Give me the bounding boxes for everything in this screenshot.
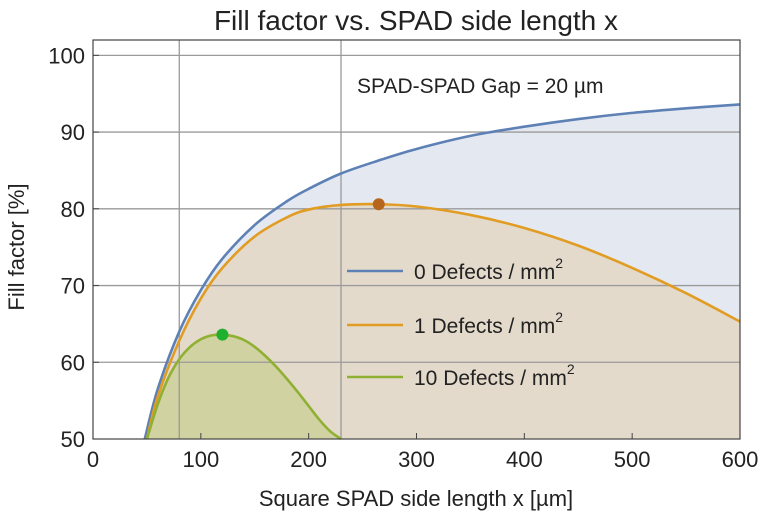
- x-axis-ticks: 0 100 200 300 400 500 600: [87, 433, 758, 472]
- marker-point-1: [216, 328, 229, 341]
- x-axis-label: Square SPAD side length x [µm]: [259, 486, 573, 511]
- series-line-2: [145, 333, 342, 441]
- legend-superscript-0: 2: [555, 255, 563, 271]
- series-fill-2: [146, 334, 342, 439]
- y-tick-label-3: 80: [61, 197, 85, 222]
- y-tick-label-2: 70: [61, 274, 85, 299]
- legend-superscript-1: 2: [555, 309, 563, 325]
- series-fill-1: [146, 204, 741, 439]
- x-tick-label-6: 600: [722, 447, 759, 472]
- markers: [216, 198, 385, 341]
- y-tick-label-4: 90: [61, 120, 85, 145]
- annotation-gap: SPAD-SPAD Gap = 20 µm: [357, 75, 604, 98]
- marker-point-0: [372, 198, 385, 211]
- series-fills: [144, 104, 741, 439]
- series-lines: [143, 103, 741, 441]
- x-tick-label-4: 400: [506, 447, 543, 472]
- chart-title: Fill factor vs. SPAD side length x: [214, 5, 618, 36]
- gridlines: [93, 40, 740, 439]
- x-tick-label-5: 500: [614, 447, 651, 472]
- series-line-0: [143, 103, 741, 440]
- legend-superscript-2: 2: [567, 361, 575, 377]
- y-tick-label-5: 100: [48, 43, 85, 68]
- series-line-1: [145, 202, 741, 440]
- x-tick-label-0: 0: [87, 447, 99, 472]
- y-tick-label-0: 50: [61, 427, 85, 452]
- x-tick-label-2: 200: [290, 447, 327, 472]
- y-axis-ticks: 50 60 70 80 90 100: [48, 43, 99, 452]
- y-tick-label-1: 60: [61, 350, 85, 375]
- y-axis-label: Fill factor [%]: [4, 183, 29, 310]
- plot-area: [92, 39, 741, 441]
- x-tick-label-3: 300: [398, 447, 435, 472]
- x-tick-label-1: 100: [182, 447, 219, 472]
